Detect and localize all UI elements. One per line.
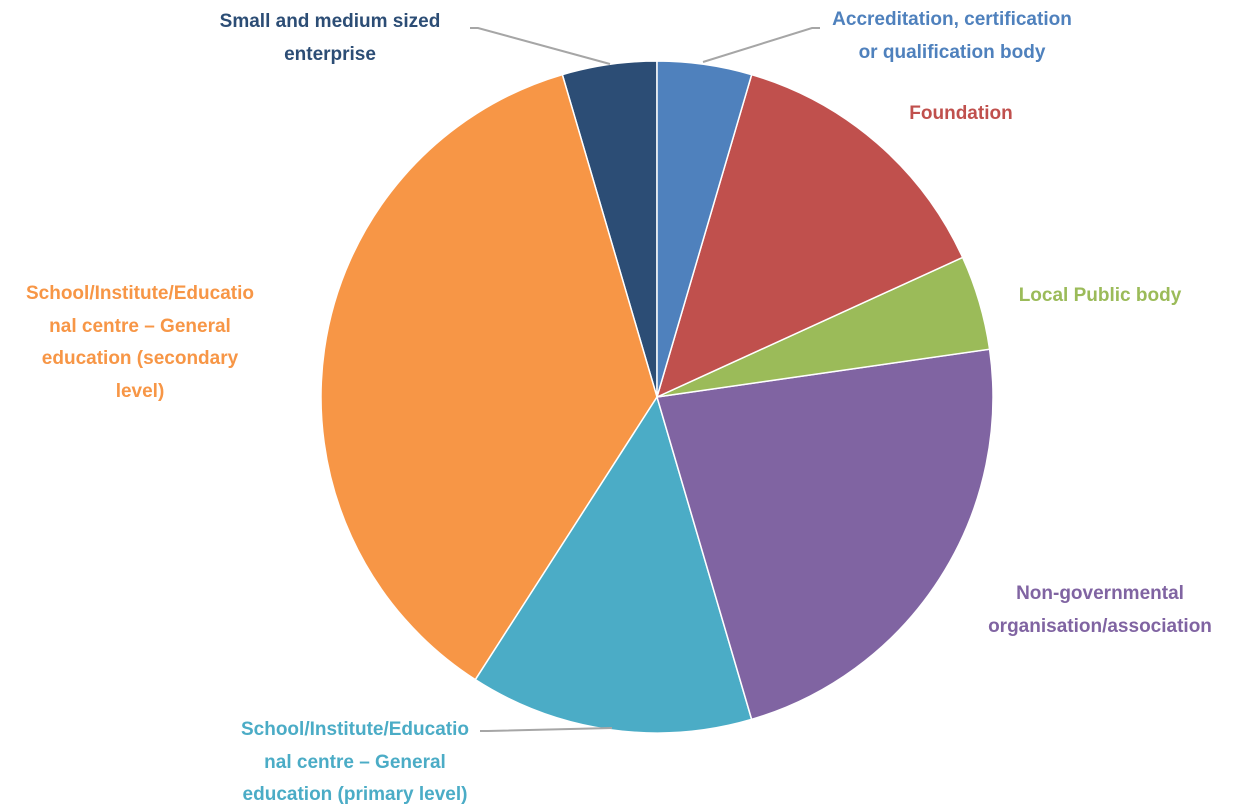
leader-line	[470, 27, 611, 65]
slice-label: School/Institute/Educatio nal centre – G…	[240, 719, 469, 805]
slice-label: Accreditation, certification or qualific…	[832, 9, 1072, 63]
pie-slice	[320, 73, 658, 681]
pie-slice	[655, 73, 964, 399]
leader-line	[702, 27, 820, 63]
pie-slice	[656, 60, 753, 398]
slice-label: Local Public body	[1018, 285, 1182, 306]
pie-slice	[474, 395, 753, 734]
leader-line	[480, 727, 613, 732]
slice-label: Non-governmental organisation/associatio…	[988, 583, 1212, 637]
slice-label: Small and medium sized enterprise	[219, 11, 441, 65]
slice-label: Foundation	[909, 103, 1013, 124]
slice-label: School/Institute/Educatio nal centre – G…	[25, 283, 254, 402]
pie-slice	[656, 348, 994, 721]
